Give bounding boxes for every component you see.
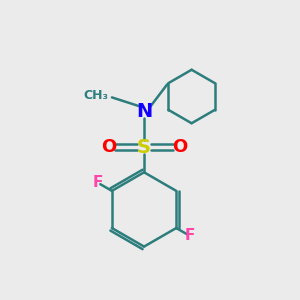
Text: N: N (136, 102, 152, 121)
Text: F: F (93, 175, 103, 190)
Text: O: O (172, 138, 187, 156)
Text: O: O (101, 138, 116, 156)
Text: F: F (185, 228, 195, 243)
Text: S: S (137, 137, 151, 157)
Text: CH₃: CH₃ (83, 88, 108, 101)
